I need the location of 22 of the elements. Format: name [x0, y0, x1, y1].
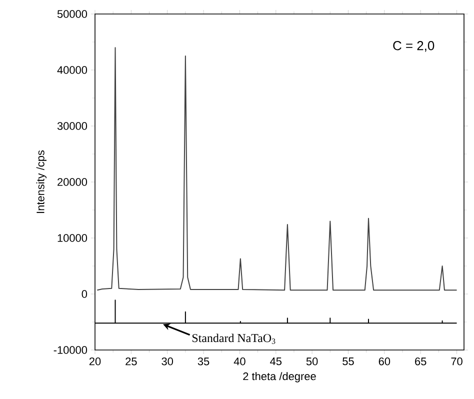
x-tick-label: 30: [162, 358, 174, 366]
x-tick-label: 25: [126, 358, 137, 366]
y-tick-label: 0: [82, 290, 88, 298]
y-tick-label: 20000: [58, 178, 88, 186]
y-tick-label: 30000: [57, 122, 88, 130]
y-tick-label: 10000: [58, 234, 88, 242]
x-tick-label: 45: [270, 358, 282, 366]
y-axis-title: Intensity /cps: [36, 150, 47, 213]
annotation: Standard NaTaO$_{3}$: [192, 334, 276, 344]
x-tick-label: 50: [306, 358, 318, 366]
x-tick-label: 40: [234, 358, 246, 366]
y-tick-label: 50000: [57, 10, 88, 18]
x-tick-label: 60: [378, 358, 390, 366]
x-tick-label: 35: [198, 358, 210, 366]
x-tick-label: 55: [342, 358, 354, 366]
y-tick-label: 40000: [57, 66, 88, 74]
annotation: C = 2,0: [393, 41, 434, 52]
x-tick-label: 20: [89, 358, 101, 366]
y-tick-label: -10000: [54, 346, 88, 354]
x-axis-title: 2 theta /degree: [243, 372, 316, 382]
x-tick-label: 65: [415, 358, 426, 366]
x-tick-label: 70: [451, 358, 462, 366]
